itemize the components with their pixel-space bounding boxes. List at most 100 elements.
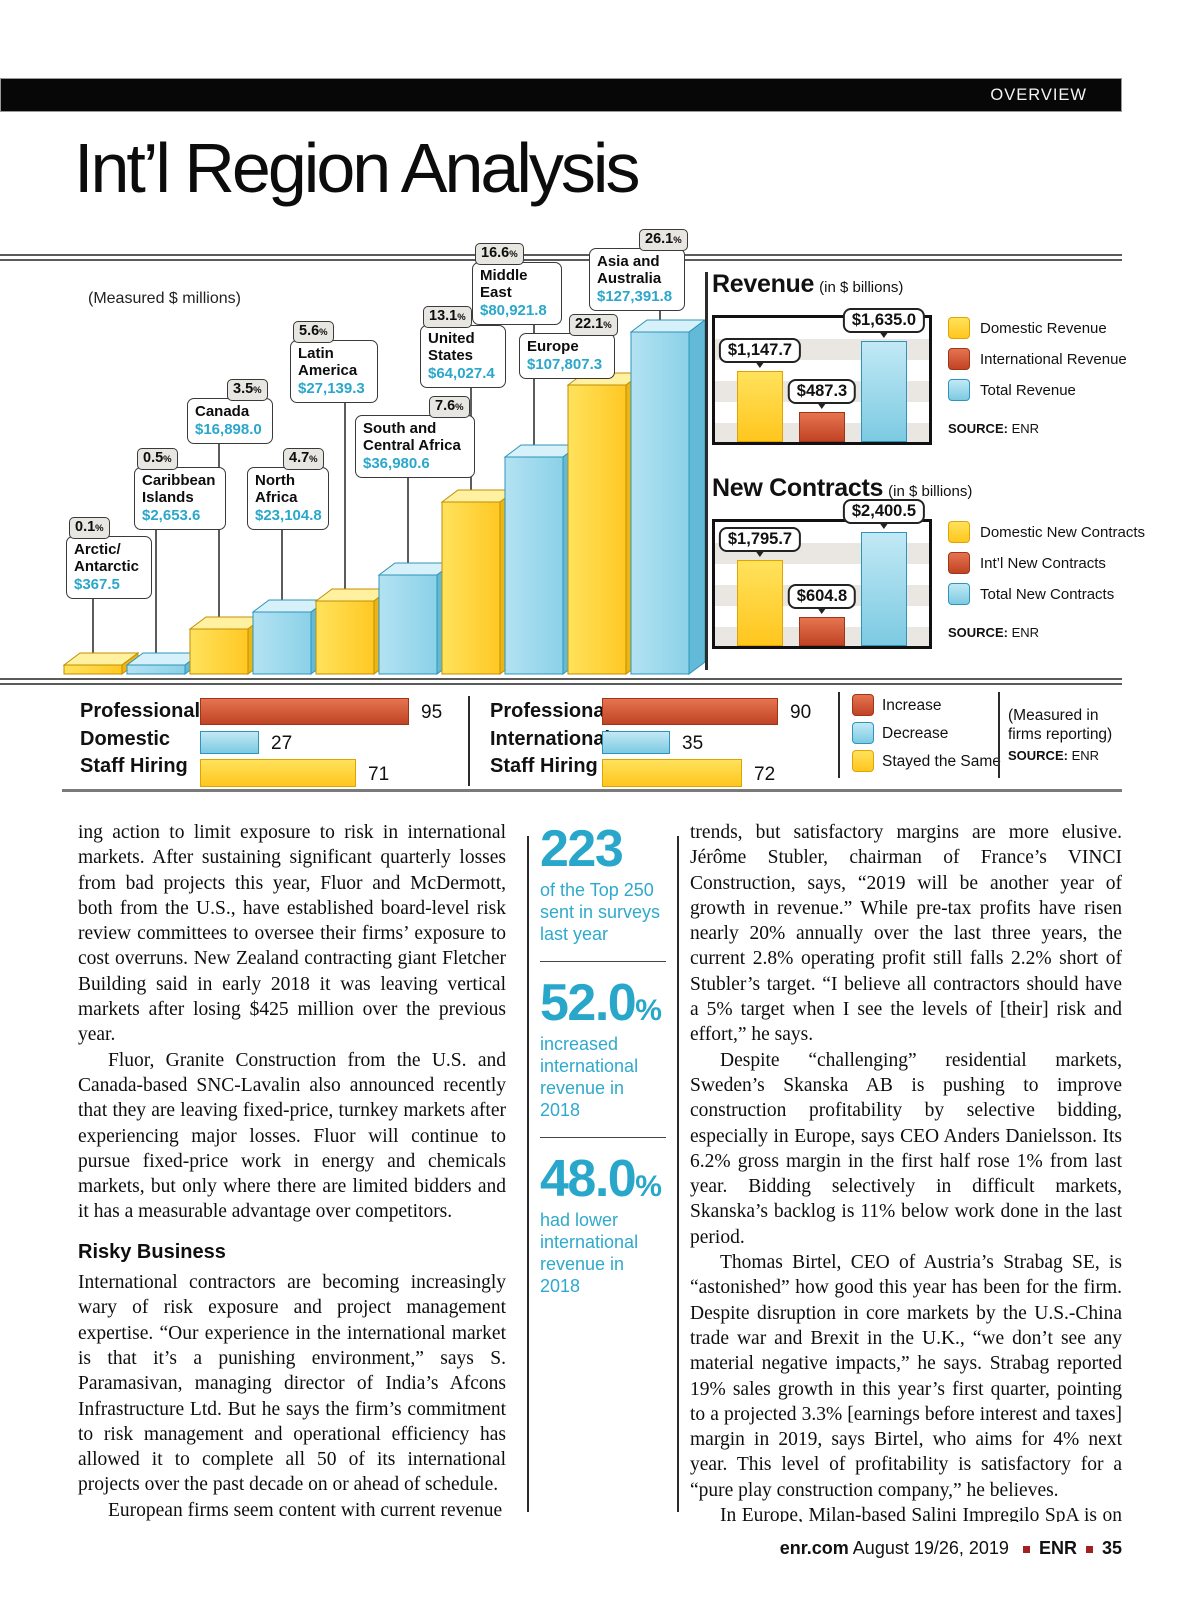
region-callout-latin-america: Latin America $27,139.3 xyxy=(290,340,378,403)
legend-swatch-icon xyxy=(948,583,970,605)
stat-caption: increased international revenue in 2018 xyxy=(540,1034,639,1120)
professional-domestic-staff-hiring-bar-decrease xyxy=(200,731,259,754)
paragraph: ing action to limit exposure to risk in … xyxy=(78,822,506,1046)
panel-bar-international-revenue xyxy=(799,412,845,442)
article-column-right: trends, but satisfactory margins are mor… xyxy=(690,820,1122,1522)
stat-lower-revenue: 48.0% had lower international revenue in… xyxy=(540,1153,666,1313)
hiring-legend-label: Stayed the Same xyxy=(882,753,1001,770)
stats-column: 223 of the Top 250 sent in surveys last … xyxy=(540,823,666,1329)
measured-note: (Measured $ millions) xyxy=(88,290,241,307)
region-value: $127,391.8 xyxy=(597,288,673,305)
value-pill: $1,795.7 xyxy=(718,527,802,557)
value-pill: $604.8 xyxy=(787,584,857,614)
value-pill: $487.3 xyxy=(787,379,857,409)
region-value: $27,139.3 xyxy=(298,380,365,397)
region-bar-north-africa xyxy=(251,599,329,675)
professional-international-staff-hiring-bar-stayed-the-same xyxy=(602,759,742,787)
panel-bar-domestic-revenue xyxy=(737,371,783,442)
professional-domestic-staff-hiring-bar-stayed-the-same xyxy=(200,759,356,787)
region-value: $23,104.8 xyxy=(255,507,322,524)
source-note: SOURCE: ENR xyxy=(1008,748,1100,763)
region-value: $16,898.0 xyxy=(195,421,262,438)
source-note: SOURCE: ENR xyxy=(948,625,1040,640)
paragraph: Despite “challenging” residential market… xyxy=(690,1049,1122,1248)
region-value: $2,653.6 xyxy=(142,507,201,524)
legend-item: Domestic Revenue xyxy=(948,317,1127,339)
region-percent-badge-europe: 22.1% xyxy=(569,314,618,336)
region-percent-badge-asia-and-australia: 26.1% xyxy=(639,229,688,251)
legend-swatch-icon xyxy=(948,348,970,370)
red-square-icon xyxy=(1022,1546,1030,1553)
panel-bar-total-revenue xyxy=(861,341,907,442)
professional-international-staff-hiring-bar-increase xyxy=(602,698,778,725)
region-percent-badge-north-africa: 4.7% xyxy=(283,448,324,470)
value-pill: $1,147.7 xyxy=(718,338,802,368)
professional-domestic-staff-hiring-bar-increase xyxy=(200,698,409,725)
professional-international-staff-hiring-bar-decrease xyxy=(602,731,670,754)
section-heading: Risky Business xyxy=(78,1240,226,1263)
hiring-group-divider xyxy=(468,696,470,786)
legend-item: Domestic New Contracts xyxy=(948,521,1145,543)
region-value: $367.5 xyxy=(74,576,120,593)
bar-value: 72 xyxy=(754,763,776,785)
region-bar-latin-america xyxy=(314,588,392,675)
bar-value: 90 xyxy=(790,702,812,723)
region-callout-arctic-antarctic: Arctic/Antarctic $367.5 xyxy=(66,536,152,599)
divider-middle xyxy=(0,678,1122,685)
column-rule-left xyxy=(527,836,529,1512)
legend-item: Total Revenue xyxy=(948,379,1127,401)
stat-surveys: 223 of the Top 250 sent in surveys last … xyxy=(540,823,666,962)
region-callout-south-and-central-africa: South and Central Africa $36,980.6 xyxy=(355,415,475,478)
stat-caption: had lower international revenue in 2018 xyxy=(540,1210,639,1296)
revenue-panel: Revenue (in $ billions) $1,147.7 $487.3 $… xyxy=(712,270,1127,451)
hiring-legend-swatch-icon xyxy=(852,722,874,744)
paragraph: Fluor, Granite Construction from the U.S… xyxy=(78,1049,506,1223)
region-bar-europe xyxy=(566,372,644,675)
hiring-legend-swatch-icon xyxy=(852,750,874,772)
value-pill: $2,400.5 xyxy=(842,499,926,529)
panel-bar-int-l-new-contracts xyxy=(799,617,845,646)
region-value: $36,980.6 xyxy=(363,455,430,472)
hiring-legend-label: Decrease xyxy=(882,725,949,742)
hiring-legend-divider-right xyxy=(998,692,1000,778)
panel-title: New Contracts (in $ billions) xyxy=(712,474,973,502)
region-value: $80,921.8 xyxy=(480,302,547,319)
divider-top xyxy=(0,254,1122,261)
bar-value: 95 xyxy=(421,702,443,723)
region-percent-badge-united-states: 13.1% xyxy=(423,306,472,328)
legend-swatch-icon xyxy=(948,521,970,543)
legend-swatch-icon xyxy=(948,379,970,401)
hiring-legend-label: Increase xyxy=(882,697,942,714)
legend-item: Int’l New Contracts xyxy=(948,552,1145,574)
region-bar-caribbean-islands xyxy=(125,652,203,675)
divider-article-top xyxy=(62,789,1122,792)
region-bar-united-states xyxy=(440,489,518,675)
stat-caption: of the Top 250 sent in surveys last year xyxy=(540,880,661,944)
paragraph: trends, but satisfactory margins are mor… xyxy=(690,822,1122,1046)
new-contracts-panel: New Contracts (in $ billions) $1,795.7 $6… xyxy=(712,474,1145,655)
region-callout-canada: Canada $16,898.0 xyxy=(187,398,273,444)
bar-value: 27 xyxy=(271,733,293,754)
overview-label: OVERVIEW xyxy=(990,86,1087,104)
stat-number: 48.0 xyxy=(540,1150,637,1208)
professional-international-staff-hiring-label: Professional International Staff Hiring xyxy=(490,700,611,777)
region-percent-badge-south-and-central-africa: 7.6% xyxy=(429,396,470,418)
hiring-legend-swatch-icon xyxy=(852,694,874,716)
stat-number: 223 xyxy=(540,820,624,878)
value-pill: $1,635.0 xyxy=(842,308,926,338)
paragraph: International contractors are becoming i… xyxy=(78,1272,506,1496)
page-number: 35 xyxy=(1101,1538,1122,1558)
red-square-icon xyxy=(1085,1546,1093,1553)
legend-item: International Revenue xyxy=(948,348,1127,370)
region-value: $64,027.4 xyxy=(428,365,495,382)
hiring-legend-divider-left xyxy=(838,692,840,778)
legend-item: Total New Contracts xyxy=(948,583,1145,605)
region-percent-badge-canada: 3.5% xyxy=(227,379,268,401)
region-bar-middle-east xyxy=(503,444,581,675)
region-value: $107,807.3 xyxy=(527,356,603,373)
panel-title: Revenue (in $ billions) xyxy=(712,270,904,298)
region-bar-arctic-antarctic xyxy=(62,652,140,675)
bar-value: 71 xyxy=(368,763,390,785)
region-bar-south-and-central-africa xyxy=(377,562,455,675)
source-note: SOURCE: ENR xyxy=(948,421,1040,436)
